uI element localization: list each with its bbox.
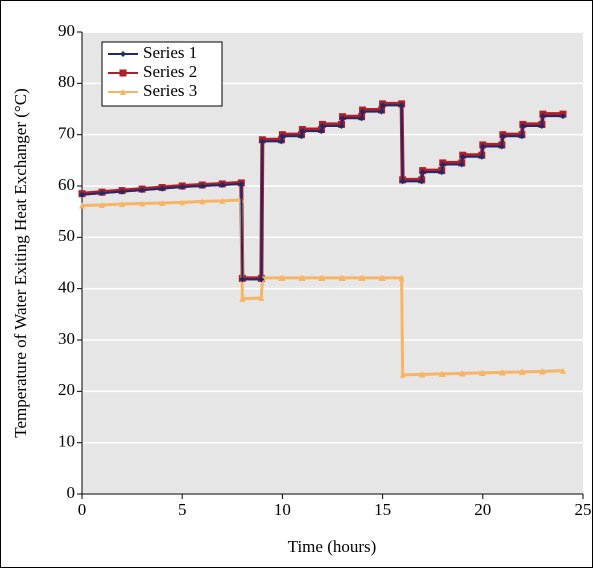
marker <box>398 274 405 281</box>
marker <box>438 169 445 176</box>
marker <box>498 143 505 150</box>
y-tick-label: 70 <box>58 124 75 143</box>
marker <box>159 199 166 206</box>
legend-label: Series 3 <box>143 81 197 100</box>
marker <box>499 369 506 376</box>
x-tick-label: 20 <box>474 500 491 519</box>
marker <box>499 133 506 140</box>
y-tick-label: 0 <box>67 483 76 502</box>
x-tick-label: 5 <box>178 500 187 519</box>
marker <box>459 370 466 377</box>
marker <box>319 274 326 281</box>
marker <box>418 178 425 185</box>
marker <box>119 200 126 207</box>
marker <box>119 188 126 195</box>
marker <box>139 187 146 194</box>
marker <box>439 161 446 168</box>
y-tick-label: 60 <box>58 175 75 194</box>
y-tick-label: 30 <box>58 329 75 348</box>
marker <box>79 191 85 198</box>
x-tick-label: 15 <box>374 500 391 519</box>
marker <box>479 143 486 150</box>
marker <box>298 133 305 140</box>
marker <box>338 122 345 129</box>
marker <box>358 115 365 122</box>
marker <box>239 276 246 283</box>
marker <box>379 102 386 109</box>
y-tick-label: 50 <box>58 226 75 245</box>
marker <box>318 128 325 135</box>
marker <box>219 197 226 204</box>
marker <box>459 153 466 160</box>
marker <box>478 153 485 160</box>
marker <box>199 183 206 189</box>
marker <box>99 190 106 197</box>
marker <box>199 198 206 205</box>
plot-area <box>82 32 583 494</box>
y-axis-label: Temperature of Water Exiting Heat Exchan… <box>11 88 30 437</box>
marker <box>539 113 546 120</box>
x-tick-label: 0 <box>78 500 87 519</box>
marker <box>99 201 106 208</box>
marker <box>519 368 526 375</box>
marker <box>378 108 385 115</box>
x-tick-label: 10 <box>274 500 291 519</box>
marker <box>299 274 306 281</box>
marker <box>238 180 245 187</box>
legend-marker <box>120 51 126 57</box>
marker <box>259 138 266 145</box>
marker <box>518 133 525 140</box>
y-tick-label: 40 <box>58 278 75 297</box>
marker <box>359 274 366 281</box>
marker <box>439 370 446 377</box>
marker <box>559 367 566 374</box>
x-axis-label: Time (hours) <box>288 537 377 556</box>
y-tick-label: 10 <box>58 432 75 451</box>
marker <box>159 185 166 192</box>
legend-label: Series 1 <box>143 43 197 62</box>
marker <box>359 108 366 115</box>
marker <box>538 122 545 129</box>
marker <box>398 102 405 109</box>
marker <box>219 181 226 188</box>
marker <box>458 161 465 168</box>
marker <box>379 274 386 281</box>
marker <box>179 199 186 206</box>
marker <box>539 368 546 375</box>
marker <box>239 295 246 302</box>
marker <box>519 122 526 129</box>
y-tick-label: 20 <box>58 380 75 399</box>
legend-label: Series 2 <box>143 62 197 81</box>
marker <box>279 133 286 140</box>
marker <box>399 371 406 378</box>
legend-marker <box>120 89 126 95</box>
marker <box>479 369 486 376</box>
x-tick-label: 25 <box>575 500 592 519</box>
marker <box>179 184 186 191</box>
marker <box>319 122 326 129</box>
y-tick-label: 90 <box>58 21 75 40</box>
marker <box>399 178 406 185</box>
marker <box>559 113 566 120</box>
marker <box>139 200 146 207</box>
marker <box>419 371 426 378</box>
marker <box>258 276 265 283</box>
marker <box>299 128 306 135</box>
marker <box>339 115 346 122</box>
marker <box>258 294 265 301</box>
marker <box>278 138 285 145</box>
y-tick-label: 80 <box>58 72 75 91</box>
marker <box>419 169 426 176</box>
legend-marker <box>119 69 127 77</box>
marker <box>79 202 85 209</box>
marker <box>339 274 346 281</box>
marker <box>279 274 286 281</box>
